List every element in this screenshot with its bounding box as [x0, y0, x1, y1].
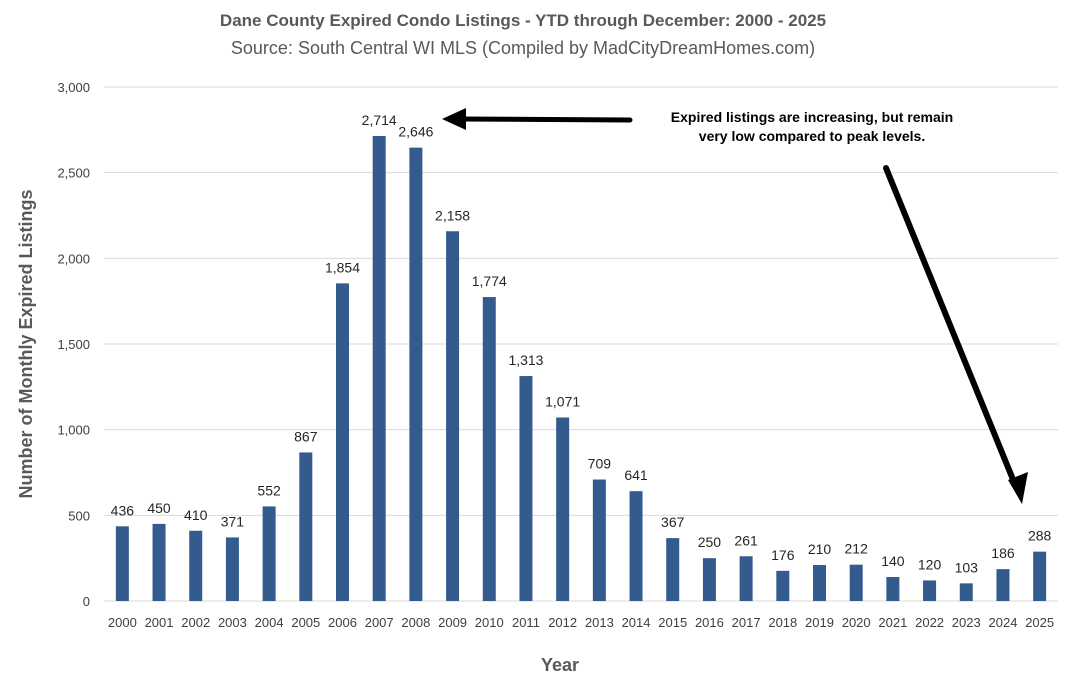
- bars: [115, 136, 1047, 602]
- y-tick-label: 3,000: [57, 80, 90, 95]
- data-label: 709: [588, 456, 612, 472]
- x-tick-label: 2006: [328, 615, 357, 630]
- bar-2011: [519, 376, 533, 601]
- y-tick-label: 1,500: [57, 337, 90, 352]
- data-label: 371: [221, 513, 245, 529]
- x-tick-label: 2016: [695, 615, 724, 630]
- bar-2016: [702, 558, 716, 601]
- x-axis-ticks: 2000 2001 2002 2003 2004 2005 2006 2007 2008 2009…: [108, 615, 1054, 630]
- data-label: 1,313: [508, 352, 543, 368]
- data-label: 140: [881, 553, 905, 569]
- data-label: 410: [184, 507, 208, 523]
- bar-2000: [115, 526, 129, 601]
- data-label: 103: [955, 559, 979, 575]
- bar-2012: [556, 417, 570, 601]
- data-label: 552: [257, 482, 281, 498]
- chart-title: Dane County Expired Condo Listings - YTD…: [220, 11, 826, 30]
- data-label: 1,774: [472, 273, 507, 289]
- bar-2004: [262, 506, 276, 601]
- bar-2014: [629, 491, 643, 601]
- data-label: 186: [991, 545, 1015, 561]
- bar-2006: [336, 283, 349, 601]
- y-axis-ticks: 0 500 1,000 1,500 2,000 2,500 3,000: [57, 80, 90, 609]
- bar-2022: [923, 580, 937, 601]
- annotation-arrow-down: [883, 165, 1028, 504]
- x-tick-label: 2008: [401, 615, 430, 630]
- data-label: 450: [147, 500, 171, 516]
- bar-2020: [849, 564, 863, 601]
- chart-subtitle: Source: South Central WI MLS (Compiled b…: [231, 38, 815, 58]
- x-tick-label: 2024: [989, 615, 1018, 630]
- data-label: 212: [845, 541, 869, 557]
- bar-2005: [299, 452, 313, 601]
- x-tick-label: 2015: [658, 615, 687, 630]
- data-label: 436: [111, 502, 135, 518]
- x-tick-label: 2004: [255, 615, 284, 630]
- data-label: 2,714: [362, 112, 397, 128]
- y-tick-label: 2,000: [57, 251, 90, 266]
- data-label: 2,646: [398, 124, 433, 140]
- bar-2024: [996, 569, 1010, 601]
- bar-2019: [813, 565, 826, 601]
- data-label: 641: [624, 467, 648, 483]
- y-tick-label: 500: [68, 508, 90, 523]
- y-tick-label: 2,500: [57, 166, 90, 181]
- data-label: 250: [698, 534, 722, 550]
- gridlines: [104, 86, 1058, 602]
- bar-2008: [409, 147, 423, 602]
- data-label: 210: [808, 541, 832, 557]
- x-axis-title: Year: [541, 655, 579, 675]
- x-tick-label: 2003: [218, 615, 247, 630]
- bar-2017: [739, 556, 753, 601]
- x-tick-label: 2009: [438, 615, 467, 630]
- x-tick-label: 2018: [768, 615, 797, 630]
- bar-2001: [152, 523, 166, 601]
- data-label: 120: [918, 556, 942, 572]
- data-label: 1,854: [325, 259, 360, 275]
- x-tick-label: 2013: [585, 615, 614, 630]
- x-tick-label: 2000: [108, 615, 137, 630]
- x-tick-label: 2012: [548, 615, 577, 630]
- y-axis-title: Number of Monthly Expired Listings: [16, 189, 36, 498]
- bar-2002: [189, 530, 203, 601]
- bar-2021: [886, 577, 900, 601]
- bar-2007: [372, 136, 386, 601]
- bar-2009: [446, 231, 460, 601]
- bar-2010: [482, 297, 496, 601]
- data-label: 288: [1028, 528, 1052, 544]
- bar-2003: [225, 537, 239, 601]
- x-tick-label: 2017: [732, 615, 761, 630]
- x-tick-label: 2021: [878, 615, 907, 630]
- x-tick-label: 2002: [181, 615, 210, 630]
- data-label: 261: [734, 532, 758, 548]
- x-tick-label: 2001: [145, 615, 174, 630]
- bar-2015: [666, 538, 680, 601]
- annotation-line-2: very low compared to peak levels.: [699, 128, 925, 144]
- data-label: 367: [661, 514, 685, 530]
- x-tick-label: 2025: [1025, 615, 1054, 630]
- annotation-arrow-left: [442, 108, 633, 130]
- bar-2018: [776, 570, 790, 601]
- x-tick-label: 2020: [842, 615, 871, 630]
- x-tick-label: 2022: [915, 615, 944, 630]
- y-tick-label: 1,000: [57, 423, 90, 438]
- bar-2025: [1033, 551, 1047, 601]
- data-label: 1,071: [545, 394, 580, 410]
- x-tick-label: 2011: [512, 615, 540, 630]
- annotation-line-1: Expired listings are increasing, but rem…: [671, 109, 953, 125]
- x-tick-label: 2010: [475, 615, 504, 630]
- x-tick-label: 2014: [622, 615, 651, 630]
- x-tick-label: 2007: [365, 615, 394, 630]
- y-tick-label: 0: [83, 594, 90, 609]
- x-tick-label: 2005: [291, 615, 320, 630]
- data-label: 2,158: [435, 207, 470, 223]
- x-tick-label: 2023: [952, 615, 981, 630]
- data-label: 867: [294, 428, 318, 444]
- data-label: 176: [771, 547, 795, 563]
- x-tick-label: 2019: [805, 615, 834, 630]
- bar-2013: [592, 479, 606, 601]
- bar-2023: [959, 583, 973, 601]
